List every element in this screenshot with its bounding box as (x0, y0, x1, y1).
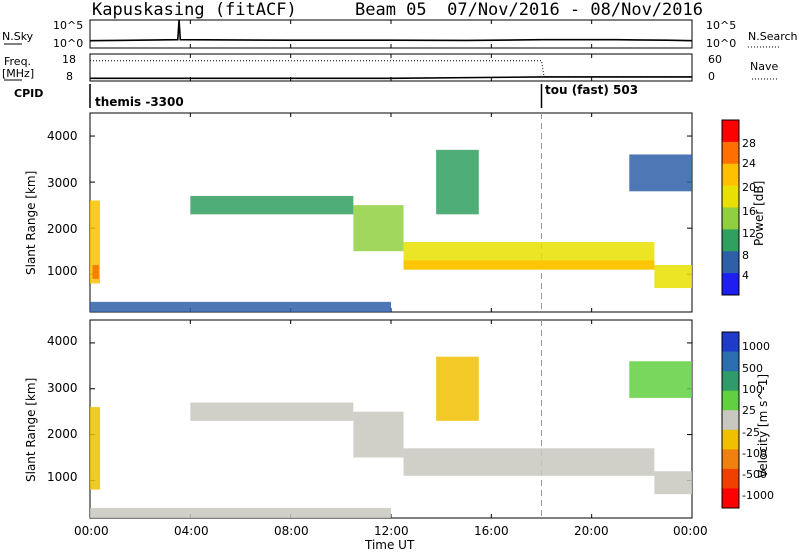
velocity-ytick-1000: 1000 (47, 470, 78, 484)
nsky-right-tick-bottom: 10^0 (706, 37, 737, 50)
power-cb-tick-16: 16 (742, 205, 756, 218)
xtick-0: 00:00 (74, 524, 109, 538)
power-cell-2 (190, 195, 354, 215)
nave-tick-bottom: 0 (708, 70, 715, 83)
nsky-left-tick-top: 10^5 (53, 19, 84, 32)
velocity-cell-4 (436, 356, 479, 421)
power-colorbar-segment-0 (722, 120, 739, 143)
power-cb-tick-8: 8 (742, 249, 749, 262)
xtick-4: 16:00 (474, 524, 509, 538)
power-colorbar-segment-7 (722, 273, 739, 296)
nsky-right-tick-top: 10^5 (706, 19, 737, 32)
velocity-cell-6 (654, 471, 692, 495)
cpid-label: CPID (14, 87, 44, 100)
station-title: Kapuskasing (fitACF) (92, 0, 297, 20)
velocity-ytick-2000: 2000 (47, 427, 78, 441)
power-colorbar-segment-6 (722, 251, 739, 274)
vel-cb-tick-m1000: -1000 (742, 489, 774, 502)
velocity-colorbar-segment-4 (722, 410, 739, 431)
power-cb-tick-4: 4 (742, 269, 749, 282)
xtick-3: 12:00 (374, 524, 409, 538)
power-cb-tick-24: 24 (742, 157, 756, 170)
beam-date-title: Beam 05 07/Nov/2016 - 08/Nov/2016 (355, 0, 703, 20)
power-colorbar-outline (721, 119, 740, 296)
vel-cb-tick-500: 500 (742, 362, 763, 375)
velocity-cell-0 (90, 407, 101, 490)
xtick-5: 20:00 (574, 524, 609, 538)
power-ytick-4000: 4000 (47, 129, 78, 143)
vel-cb-tick-100: 100 (742, 383, 763, 396)
power-cell-3 (353, 205, 404, 252)
velocity-cell-1 (190, 402, 354, 421)
power-cb-tick-12: 12 (742, 227, 756, 240)
freq-label: Freq. (4, 55, 32, 68)
nsky-label: N.Sky (2, 30, 34, 43)
vel-cb-tick-m100: -100 (742, 447, 767, 460)
nave-tick-top: 60 (708, 53, 722, 66)
power-cell-8 (654, 265, 692, 289)
xtick-1: 04:00 (174, 524, 209, 538)
velocity-cell-3 (403, 448, 655, 476)
velocity-cell-5 (629, 361, 692, 398)
power-cell-9 (90, 301, 391, 312)
power-cell-1 (92, 265, 99, 279)
power-ytick-2000: 2000 (47, 222, 78, 236)
power-cb-tick-28: 28 (742, 137, 756, 150)
velocity-colorbar-segment-7 (722, 468, 739, 489)
velocity-colorbar-segment-8 (722, 488, 739, 509)
velocity-cell-2 (353, 411, 404, 458)
xtick-2: 08:00 (274, 524, 309, 538)
velocity-cell-7 (90, 507, 391, 518)
power-colorbar-segment-1 (722, 141, 739, 165)
nsky-left-tick-bottom: 10^0 (53, 37, 84, 50)
power-cell-5 (403, 260, 655, 270)
nave-label: Nave (750, 60, 779, 73)
power-colorbar-segment-2 (722, 163, 739, 187)
velocity-colorbar-segment-5 (722, 429, 739, 450)
velocity-colorbar-segment-6 (722, 449, 739, 470)
xaxis-label: Time UT (365, 538, 415, 552)
power-cb-tick-20: 20 (742, 181, 756, 194)
power-colorbar-segment-3 (722, 185, 739, 208)
vel-cb-tick-25: 25 (742, 404, 756, 417)
cpid-mode-tou: tou (fast) 503 (545, 83, 639, 97)
power-cell-7 (629, 154, 692, 192)
velocity-ytick-3000: 3000 (47, 381, 78, 395)
power-cell-6 (436, 149, 479, 215)
nsearch-label: N.Search (748, 30, 798, 43)
power-ytick-3000: 3000 (47, 176, 78, 190)
power-colorbar-segment-5 (722, 229, 739, 252)
nsky-series-line (89, 19, 693, 42)
velocity-colorbar-segment-3 (722, 390, 739, 411)
velocity-colorbar-outline (721, 331, 740, 509)
vel-cb-tick-m500: -500 (742, 468, 767, 481)
nave-series-line (90, 60, 692, 77)
vel-cb-tick-m25: -25 (742, 426, 760, 439)
power-cell-0 (90, 200, 101, 284)
cpid-mode-themis: themis -3300 (95, 95, 184, 109)
velocity-ytick-4000: 4000 (47, 334, 78, 348)
power-colorbar-segment-4 (722, 207, 739, 230)
xtick-6: 00:00 (673, 524, 708, 538)
velocity-colorbar-segment-2 (722, 371, 739, 392)
freq-tick-top: 18 (62, 53, 76, 66)
freq-unit-label: [MHz] (2, 67, 35, 80)
freq-tick-bottom: 8 (66, 70, 73, 83)
power-ytick-1000: 1000 (47, 264, 78, 278)
velocity-colorbar-segment-1 (722, 351, 739, 372)
velocity-colorbar-segment-0 (722, 332, 739, 353)
vel-cb-tick-1000: 1000 (742, 340, 770, 353)
